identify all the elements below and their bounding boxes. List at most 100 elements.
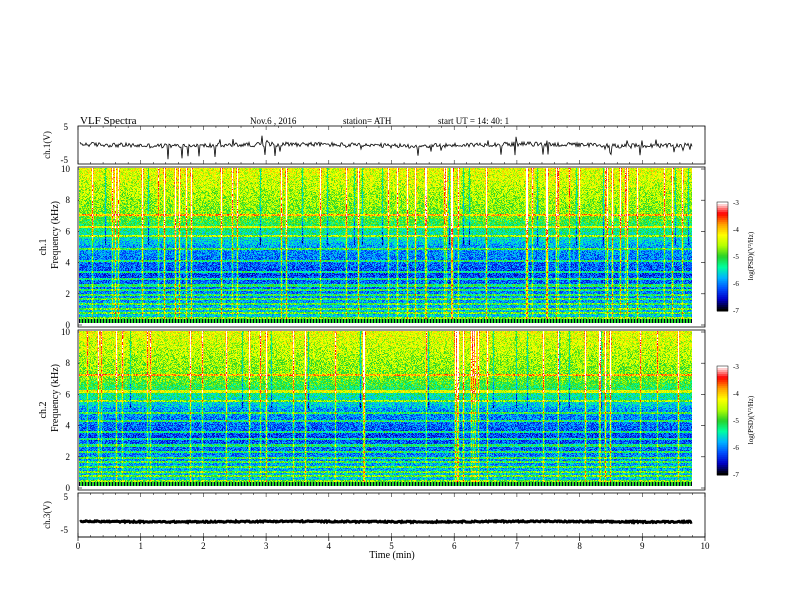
ch3-axis-ticks bbox=[77, 493, 706, 537]
ch2-colorbar-tick: -6 bbox=[733, 444, 739, 452]
colorbar-step bbox=[717, 412, 728, 415]
colorbar-step bbox=[717, 410, 728, 413]
ch1-spectrogram-frame bbox=[77, 166, 706, 328]
colorbar-step bbox=[717, 216, 728, 219]
colorbar-step bbox=[717, 254, 728, 257]
colorbar-step bbox=[717, 272, 728, 276]
colorbar-step bbox=[717, 382, 728, 385]
colorbar-step bbox=[717, 270, 728, 274]
colorbar-step bbox=[717, 390, 728, 393]
colorbar-step bbox=[717, 306, 728, 310]
time-tick-label: 3 bbox=[264, 541, 269, 551]
time-tick-label: 10 bbox=[701, 541, 711, 551]
time-tick-label: 5 bbox=[389, 541, 394, 551]
colorbar-step bbox=[717, 470, 728, 474]
colorbar-step bbox=[717, 202, 728, 205]
colorbar-step bbox=[717, 416, 728, 419]
colorbar-step bbox=[717, 456, 728, 460]
colorbar-step bbox=[717, 258, 728, 262]
colorbar-step bbox=[717, 256, 728, 260]
colorbar-step bbox=[717, 466, 728, 470]
colorbar-step bbox=[717, 388, 728, 391]
time-tick-label: 0 bbox=[76, 541, 81, 551]
colorbar-step bbox=[717, 400, 728, 403]
time-tick-label: 1 bbox=[138, 541, 143, 551]
colorbar-step bbox=[717, 386, 728, 389]
colorbar-step bbox=[717, 368, 728, 371]
ch2-colorbar-tick: -4 bbox=[733, 390, 739, 398]
colorbar-step bbox=[717, 302, 728, 306]
frequency-tick-label: 10 bbox=[61, 327, 71, 337]
ch2-frequency-label: Frequency (kHz) bbox=[50, 364, 61, 432]
frequency-tick-label: 2 bbox=[66, 289, 71, 299]
colorbar-step bbox=[717, 468, 728, 472]
colorbar-step bbox=[717, 282, 728, 286]
ch1-channel-label: ch.1 bbox=[38, 239, 49, 256]
colorbar-step bbox=[717, 280, 728, 284]
ch1-colorbar-tick: -5 bbox=[733, 253, 739, 261]
colorbar-step bbox=[717, 424, 728, 428]
colorbar-step bbox=[717, 472, 728, 476]
ch2-colorbar-frame bbox=[716, 365, 729, 476]
ch2-colorbar-gradient bbox=[717, 366, 728, 476]
colorbar-step bbox=[717, 264, 728, 268]
colorbar-step bbox=[717, 206, 728, 209]
colorbar-step bbox=[717, 444, 728, 448]
ch1-colorbar-tick: -7 bbox=[733, 307, 739, 315]
colorbar-step bbox=[717, 278, 728, 282]
ch1-ytick-top: 5 bbox=[64, 122, 69, 132]
ch1-ylabel: ch.1(V) bbox=[42, 131, 52, 159]
colorbar-step bbox=[717, 452, 728, 456]
colorbar-step bbox=[717, 394, 728, 397]
colorbar-step bbox=[717, 440, 728, 444]
colorbar-step bbox=[717, 392, 728, 395]
colorbar-step bbox=[717, 236, 728, 239]
colorbar-step bbox=[717, 286, 728, 290]
colorbar-step bbox=[717, 372, 728, 375]
colorbar-step bbox=[717, 374, 728, 377]
frequency-tick-label: 4 bbox=[66, 421, 71, 431]
colorbar-step bbox=[717, 446, 728, 450]
colorbar-step bbox=[717, 266, 728, 270]
colorbar-step bbox=[717, 404, 728, 407]
colorbar-step bbox=[717, 212, 728, 215]
ch2-colorbar-tick: -3 bbox=[733, 363, 739, 371]
ch2-channel-label: ch.2 bbox=[38, 402, 49, 419]
colorbar-step bbox=[717, 378, 728, 381]
ch1-colorbar-tick: -4 bbox=[733, 226, 739, 234]
ch3-voltage-panel: 5 -5 ch.3(V) bbox=[42, 492, 706, 538]
frequency-tick-label: 0 bbox=[66, 483, 71, 493]
ch1-colorbar-tick: -3 bbox=[733, 199, 739, 207]
ch2-spectrogram-image bbox=[79, 331, 692, 486]
colorbar-step bbox=[717, 462, 728, 466]
header-date: Nov.6 , 2016 bbox=[250, 116, 297, 126]
colorbar-step bbox=[717, 294, 728, 298]
colorbar-step bbox=[717, 284, 728, 288]
colorbar-step bbox=[717, 248, 728, 251]
ch1-voltage-trace bbox=[79, 135, 693, 160]
colorbar-step bbox=[717, 428, 728, 432]
colorbar-step bbox=[717, 376, 728, 379]
frequency-tick-label: 2 bbox=[66, 452, 71, 462]
colorbar-step bbox=[717, 432, 728, 436]
time-tick-label: 6 bbox=[452, 541, 457, 551]
colorbar-step bbox=[717, 228, 728, 231]
colorbar-step bbox=[717, 226, 728, 229]
colorbar-step bbox=[717, 420, 728, 424]
colorbar-step bbox=[717, 458, 728, 462]
ch1-spectrogram-image bbox=[79, 168, 692, 323]
frequency-tick-label: 6 bbox=[66, 226, 71, 236]
time-tick-label: 9 bbox=[640, 541, 645, 551]
time-axis-label: Time (min) bbox=[369, 550, 414, 561]
colorbar-step bbox=[717, 366, 728, 369]
figure-title: VLF Spectra bbox=[80, 115, 137, 127]
time-tick-label: 2 bbox=[201, 541, 206, 551]
frequency-tick-label: 6 bbox=[66, 389, 71, 399]
colorbar-step bbox=[717, 464, 728, 468]
colorbar-step bbox=[717, 308, 728, 312]
colorbar-step bbox=[717, 274, 728, 278]
ch1-colorbar: -3 -4 -5 -6 -7 log(PSD)(V²/Hz) bbox=[716, 199, 755, 315]
ch2-colorbar-label: log(PSD)(V²/Hz) bbox=[747, 395, 755, 444]
colorbar-step bbox=[717, 396, 728, 399]
